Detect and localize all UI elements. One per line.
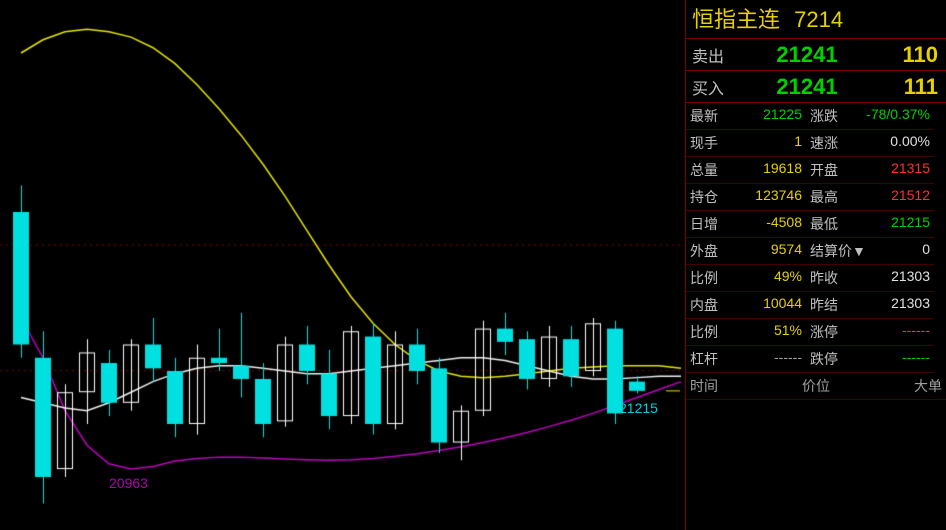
buy-row[interactable]: 买入 21241 111 — [686, 71, 946, 103]
quote-label: 速涨 — [806, 130, 854, 157]
quote-label: 涨停 — [806, 319, 854, 346]
col-time: 时间 — [690, 376, 774, 396]
quote-label: 杠杆 — [686, 346, 734, 373]
buy-price: 21241 — [728, 74, 886, 100]
quote-label: 内盘 — [686, 292, 734, 319]
quote-value: 21215 — [854, 211, 934, 238]
quote-label: 比例 — [686, 319, 734, 346]
quote-label: 现手 — [686, 130, 734, 157]
quote-value: 9574 — [734, 238, 806, 265]
quote-label: 昨收 — [806, 265, 854, 292]
quote-value: 19618 — [734, 157, 806, 184]
quote-value: -78/0.37% — [854, 103, 934, 130]
quote-label: 最新 — [686, 103, 734, 130]
quote-label: 总量 — [686, 157, 734, 184]
quote-label: 持仓 — [686, 184, 734, 211]
instrument-code: 7214 — [794, 7, 843, 32]
buy-qty: 111 — [886, 74, 946, 100]
quote-value: 123746 — [734, 184, 806, 211]
quote-label: 跌停 — [806, 346, 854, 373]
low-price-label: 20963 — [109, 475, 148, 491]
quote-value: 1 — [734, 130, 806, 157]
sell-label: 卖出 — [686, 43, 728, 67]
quote-label: 开盘 — [806, 157, 854, 184]
quote-value: 10044 — [734, 292, 806, 319]
sell-price: 21241 — [728, 42, 886, 68]
quote-value: 21225 — [734, 103, 806, 130]
quote-value: 21315 — [854, 157, 934, 184]
quote-value: 0.00% — [854, 130, 934, 157]
quote-label: 昨结 — [806, 292, 854, 319]
quote-value: 49% — [734, 265, 806, 292]
quote-label: 最低 — [806, 211, 854, 238]
sell-qty: 110 — [886, 42, 946, 68]
sell-row[interactable]: 卖出 21241 110 — [686, 39, 946, 71]
quote-value: 21303 — [854, 265, 934, 292]
buy-label: 买入 — [686, 75, 728, 99]
quote-label: 涨跌 — [806, 103, 854, 130]
quote-label: 结算价▼ — [806, 238, 854, 265]
quote-grid: 最新21225涨跌-78/0.37%现手1速涨0.00%总量19618开盘213… — [686, 103, 946, 373]
quote-panel: 恒指主连 7214 卖出 21241 110 买入 21241 111 最新21… — [685, 0, 946, 530]
last-price-label: 21215 — [619, 400, 658, 416]
quote-value: -4508 — [734, 211, 806, 238]
quote-value: ------ — [854, 346, 934, 373]
trade-list-header: 时间 价位 大单 — [686, 373, 946, 400]
col-volume: 大单 — [858, 376, 942, 396]
instrument-title: 恒指主连 7214 — [686, 0, 946, 39]
quote-label: 外盘 — [686, 238, 734, 265]
quote-value: 21303 — [854, 292, 934, 319]
chart-canvas — [0, 0, 684, 530]
quote-label: 最高 — [806, 184, 854, 211]
price-chart[interactable]: 21215 20963 — [0, 0, 684, 530]
col-price: 价位 — [774, 376, 858, 396]
quote-value: ------ — [854, 319, 934, 346]
quote-value: 0 — [854, 238, 934, 265]
quote-label: 比例 — [686, 265, 734, 292]
quote-value: 21512 — [854, 184, 934, 211]
quote-value: 51% — [734, 319, 806, 346]
quote-label: 日增 — [686, 211, 734, 238]
quote-value: ------ — [734, 346, 806, 373]
instrument-name: 恒指主连 — [692, 7, 780, 32]
